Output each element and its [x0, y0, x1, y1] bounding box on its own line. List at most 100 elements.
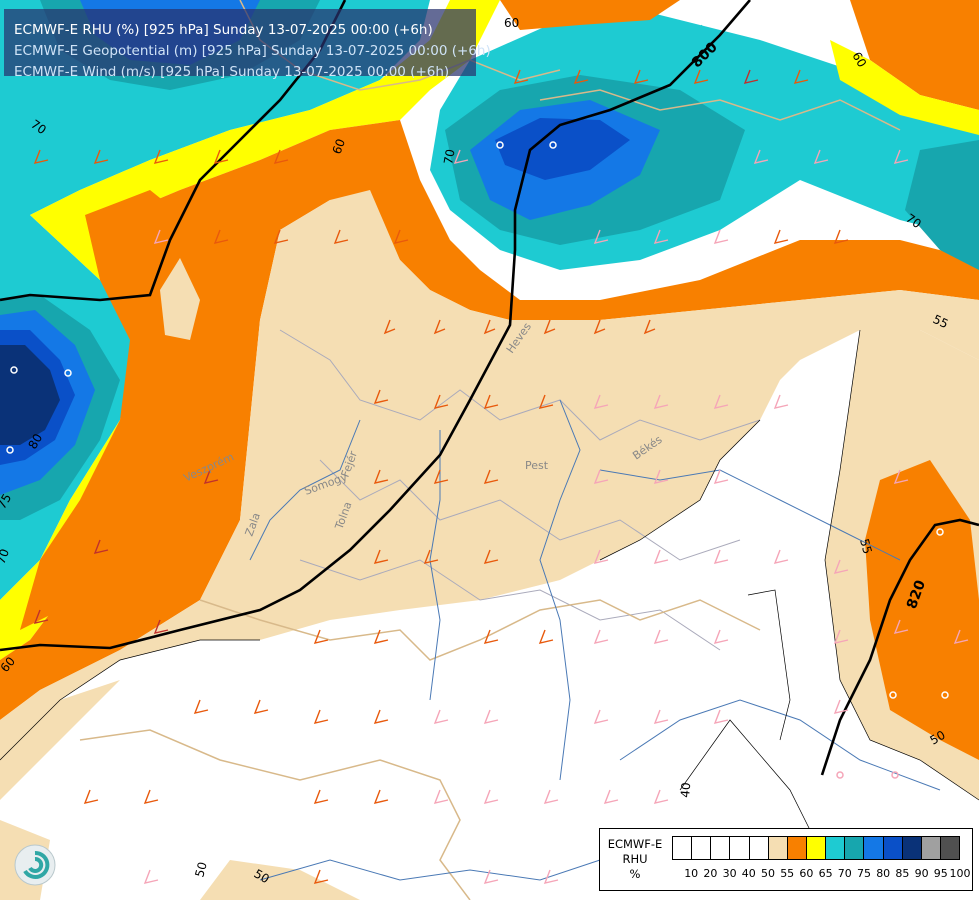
wind-barbs: [33, 69, 969, 884]
wind-barb: [593, 319, 606, 335]
wind-barb: [313, 789, 329, 804]
rhu-60-top-right: [850, 0, 979, 110]
legend-swatch: [940, 837, 960, 859]
wind-barb: [538, 629, 554, 644]
wind-barb: [713, 629, 729, 644]
wind-barb: [833, 229, 849, 244]
wind-barb: [433, 709, 449, 724]
wind-barb: [83, 789, 99, 804]
wind-barb: [793, 69, 809, 84]
legend-tick-label: 10: [684, 867, 699, 880]
wind-barb: [593, 549, 609, 564]
wind-barb: [373, 709, 389, 724]
legend-tick-label: 40: [741, 867, 756, 880]
wind-barb: [593, 709, 609, 724]
wind-barb: [953, 629, 969, 644]
contour-label: 50: [192, 860, 209, 878]
legend-tick-label: 95: [933, 867, 948, 880]
rhu-85-north-central: [495, 118, 630, 180]
river: [249, 419, 361, 561]
legend-swatch: [711, 837, 731, 859]
wind-barb: [153, 149, 169, 164]
river: [429, 430, 441, 701]
legend-tick-label: 60: [799, 867, 814, 880]
river: [599, 469, 901, 561]
wind-barb: [743, 69, 759, 84]
legend-tick-label: 65: [818, 867, 833, 880]
geopotential-labels: 800 820: [681, 24, 929, 611]
wind-barb: [893, 469, 909, 484]
legend-tick-label: 30: [722, 867, 737, 880]
wind-barb: [633, 69, 649, 84]
wind-barb: [653, 549, 669, 564]
legend-swatch: [749, 837, 769, 859]
wind-barb: [483, 629, 499, 644]
wind-barb: [543, 869, 559, 884]
geopotential-800: [0, 0, 751, 652]
wind-barb: [713, 709, 729, 724]
wind-barb: [483, 394, 499, 409]
wind-barb: [693, 69, 709, 84]
legend-title-unit: %: [629, 867, 641, 881]
river: [539, 399, 581, 781]
legend-tick-label: 85: [895, 867, 910, 880]
county-border: [279, 329, 761, 441]
wind-barb: [93, 149, 109, 164]
legend-swatch: [902, 837, 922, 859]
wind-barb: [153, 619, 169, 634]
calm-markers-pink: [836, 771, 899, 779]
legend-tick-label: 55: [780, 867, 795, 880]
contour-label: 55: [857, 537, 874, 555]
wind-barb: [483, 869, 499, 884]
legend-swatch: [692, 837, 712, 859]
wind-barb: [213, 229, 229, 244]
wind-barb: [653, 229, 669, 244]
wind-barb: [143, 789, 159, 804]
wind-barb: [143, 869, 159, 884]
wind-barb: [538, 394, 554, 409]
legend-tick-labels: 10 20 30 40 50 55 60 65 70 75 80 85 90 95 100: [672, 867, 970, 881]
wind-barb: [603, 789, 619, 804]
county-border: [319, 459, 741, 561]
contour-label: 80: [25, 431, 45, 451]
wind-barb: [713, 549, 729, 564]
rhu-contour-lines: [0, 329, 979, 831]
wind-barb: [543, 789, 559, 804]
contour-label: 70: [441, 148, 457, 165]
wind-barb: [333, 229, 349, 244]
wind-barb: [833, 699, 849, 714]
wind-barb: [453, 149, 469, 164]
region-label-pest: Pest: [525, 459, 549, 472]
legend-tick-label: 80: [876, 867, 891, 880]
legend-tick-label: 75: [857, 867, 871, 880]
contour-label: 55: [931, 312, 951, 331]
country-border: [199, 599, 761, 661]
wind-barb: [193, 699, 209, 714]
title-wind: ECMWF-E Wind (m/s) [925 hPa] Sunday 13-0…: [14, 64, 450, 80]
wind-barb: [313, 709, 329, 724]
rhu-60-top-center: [500, 0, 680, 30]
wind-barb: [213, 149, 229, 164]
country-border: [539, 89, 901, 131]
title-rhu: ECMWF-E RHU (%) [925 hPa] Sunday 13-07-2…: [14, 22, 433, 38]
wind-barb: [483, 789, 499, 804]
wind-barb: [543, 319, 556, 335]
legend-title: ECMWF-E RHU %: [602, 837, 668, 882]
wind-barb: [753, 149, 769, 164]
legend-tick-label: 90: [914, 867, 929, 880]
wind-barb: [833, 629, 849, 644]
wind-barb: [203, 469, 219, 484]
wind-barb: [433, 319, 446, 335]
wind-barb: [593, 394, 609, 409]
contour-label: 60: [849, 50, 869, 70]
legend-swatch: [673, 837, 693, 859]
wind-barb: [33, 149, 49, 164]
wind-barb: [653, 629, 669, 644]
wind-barb: [273, 149, 289, 164]
wind-barb: [573, 69, 589, 84]
wind-barb: [593, 469, 609, 484]
river: [259, 859, 601, 881]
contour-label: 50: [928, 728, 948, 748]
